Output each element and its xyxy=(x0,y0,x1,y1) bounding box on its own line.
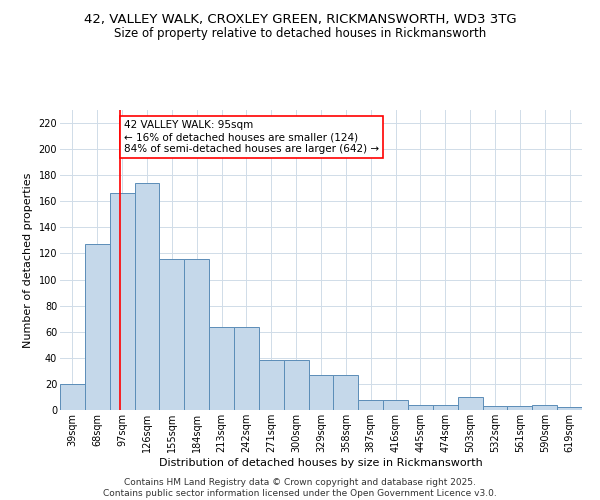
Bar xyxy=(433,405,458,410)
Bar xyxy=(408,405,433,410)
Bar xyxy=(60,384,85,410)
Text: Contains HM Land Registry data © Crown copyright and database right 2025.
Contai: Contains HM Land Registry data © Crown c… xyxy=(103,478,497,498)
Bar xyxy=(383,400,408,410)
Bar xyxy=(234,326,259,410)
Bar xyxy=(259,360,284,410)
Bar xyxy=(308,375,334,410)
Bar xyxy=(532,405,557,410)
Text: 42 VALLEY WALK: 95sqm
← 16% of detached houses are smaller (124)
84% of semi-det: 42 VALLEY WALK: 95sqm ← 16% of detached … xyxy=(124,120,379,154)
Bar xyxy=(184,258,209,410)
Bar xyxy=(85,244,110,410)
Bar xyxy=(160,258,184,410)
Bar xyxy=(284,360,308,410)
Bar xyxy=(458,397,482,410)
X-axis label: Distribution of detached houses by size in Rickmansworth: Distribution of detached houses by size … xyxy=(159,458,483,468)
Bar xyxy=(482,406,508,410)
Bar xyxy=(209,326,234,410)
Bar xyxy=(358,400,383,410)
Bar xyxy=(557,408,582,410)
Bar xyxy=(508,406,532,410)
Text: Size of property relative to detached houses in Rickmansworth: Size of property relative to detached ho… xyxy=(114,28,486,40)
Bar xyxy=(134,183,160,410)
Bar xyxy=(110,194,134,410)
Y-axis label: Number of detached properties: Number of detached properties xyxy=(23,172,33,348)
Bar xyxy=(334,375,358,410)
Text: 42, VALLEY WALK, CROXLEY GREEN, RICKMANSWORTH, WD3 3TG: 42, VALLEY WALK, CROXLEY GREEN, RICKMANS… xyxy=(83,12,517,26)
